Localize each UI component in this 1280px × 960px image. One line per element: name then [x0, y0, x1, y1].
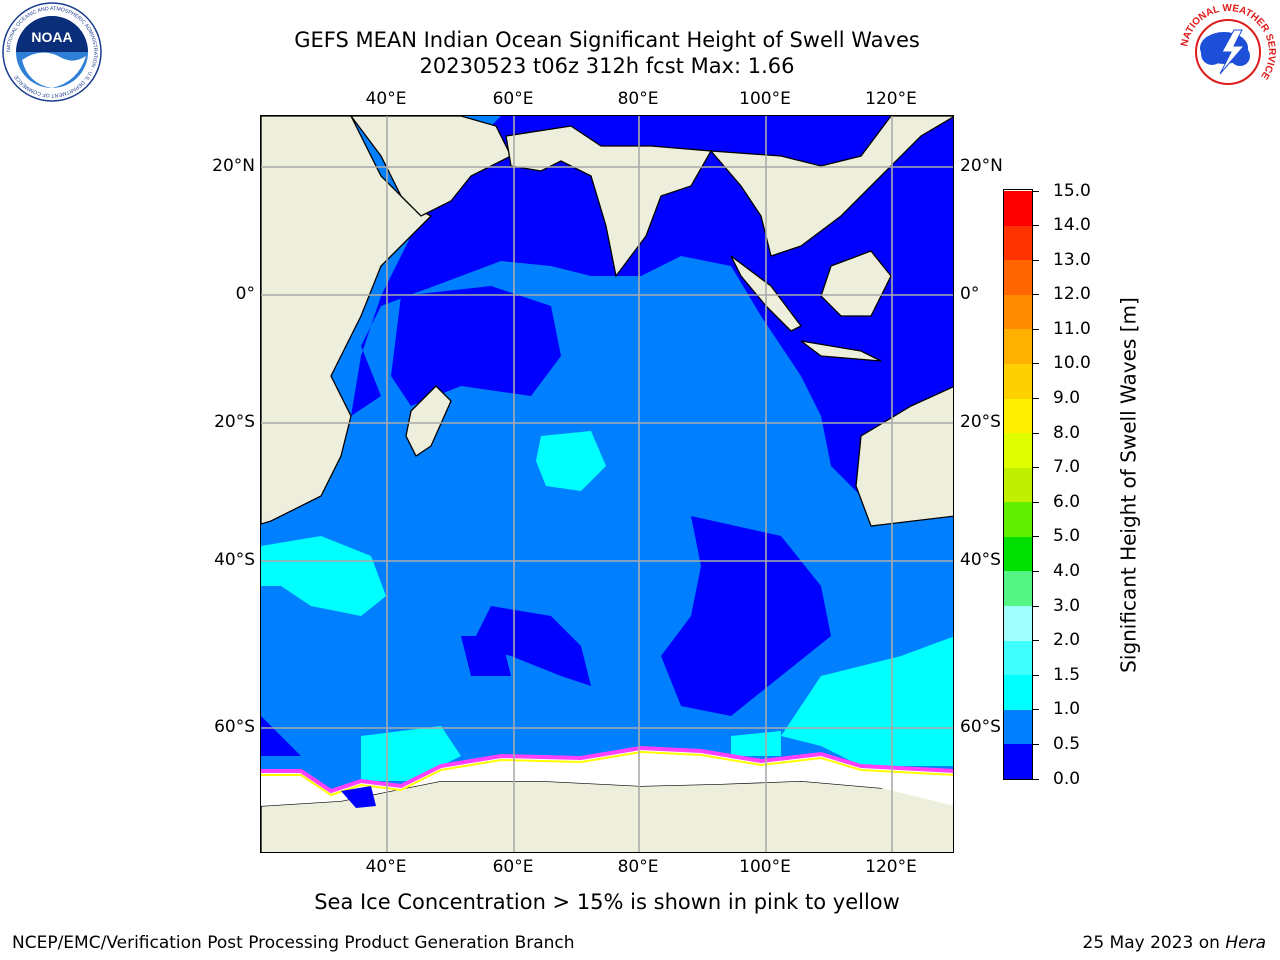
lat-label-left-40s: 40°S: [214, 550, 255, 570]
colorbar-tick-mark: [1033, 709, 1039, 711]
lon-label-bottom-60e: 60°E: [492, 857, 534, 877]
colorbar-tick-label: 1.5: [1053, 664, 1081, 685]
colorbar-tick-label: 8.0: [1053, 422, 1081, 443]
chart-subtitle: 20230523 t06z 312h fcst Max: 1.66: [419, 54, 795, 78]
lat-label-left-20s: 20°S: [214, 412, 255, 432]
colorbar-segment: [1004, 501, 1032, 537]
colorbar-tick-label: 15.0: [1053, 180, 1091, 201]
colorbar-tick-label: 2.0: [1053, 630, 1081, 651]
colorbar-segment: [1004, 294, 1032, 330]
colorbar-tick-label: 3.0: [1053, 595, 1081, 616]
colorbar-tick-mark: [1033, 778, 1039, 780]
lon-label-top-120e: 120°E: [865, 89, 917, 109]
colorbar-segment: [1004, 743, 1032, 779]
colorbar-segment: [1004, 328, 1032, 364]
colorbar-tick-label: 4.0: [1053, 560, 1081, 581]
lat-label-right-20s: 20°S: [960, 412, 1001, 432]
colorbar-segment: [1004, 640, 1032, 676]
colorbar-tick-label: 13.0: [1053, 249, 1091, 270]
colorbar-tick-label: 9.0: [1053, 388, 1081, 409]
colorbar-tick-mark: [1033, 225, 1039, 227]
colorbar: [1003, 189, 1033, 780]
colorbar-tick-label: 5.0: [1053, 526, 1081, 547]
colorbar-tick-label: 10.0: [1053, 353, 1091, 374]
colorbar-segment: [1004, 536, 1032, 572]
graticule: [261, 116, 953, 852]
lat-label-left-0: 0°: [235, 284, 255, 304]
colorbar-tick-mark: [1033, 570, 1039, 572]
colorbar-tick-mark: [1033, 536, 1039, 538]
map-panel: [260, 115, 954, 853]
lon-label-bottom-40e: 40°E: [365, 857, 407, 877]
date-text: 25 May 2023 on Hera: [1083, 933, 1267, 953]
lon-label-top-40e: 40°E: [365, 89, 407, 109]
colorbar-tick-label: 6.0: [1053, 491, 1081, 512]
colorbar-tick-mark: [1033, 605, 1039, 607]
lat-label-right-20n: 20°N: [960, 156, 1003, 176]
lat-label-left-20n: 20°N: [212, 156, 255, 176]
nws-logo: NATIONAL WEATHER SERVICE: [1178, 2, 1278, 102]
colorbar-tick-mark: [1033, 328, 1039, 330]
date-value: 25 May 2023 on: [1082, 933, 1220, 953]
colorbar-tick-label: 11.0: [1053, 318, 1091, 339]
colorbar-segment: [1004, 467, 1032, 503]
lat-label-left-60s: 60°S: [214, 717, 255, 737]
lat-label-right-60s: 60°S: [960, 717, 1001, 737]
lon-label-top-100e: 100°E: [739, 89, 791, 109]
colorbar-tick-mark: [1033, 259, 1039, 261]
colorbar-segment: [1004, 605, 1032, 641]
credit-text: NCEP/EMC/Verification Post Processing Pr…: [12, 933, 575, 953]
colorbar-title: Significant Height of Swell Waves [m]: [1116, 297, 1141, 673]
colorbar-tick-label: 14.0: [1053, 215, 1091, 236]
lon-label-top-60e: 60°E: [492, 89, 534, 109]
colorbar-tick-mark: [1033, 501, 1039, 503]
colorbar-segment: [1004, 674, 1032, 710]
noaa-logo-text: NOAA: [31, 29, 72, 45]
lat-label-right-0: 0°: [960, 284, 980, 304]
colorbar-tick-mark: [1033, 432, 1039, 434]
colorbar-tick-label: 0.0: [1053, 768, 1081, 789]
colorbar-tick-mark: [1033, 190, 1039, 192]
colorbar-segment: [1004, 709, 1032, 745]
colorbar-segment: [1004, 225, 1032, 261]
colorbar-segment: [1004, 363, 1032, 399]
colorbar-tick-mark: [1033, 398, 1039, 400]
lon-label-bottom-120e: 120°E: [865, 857, 917, 877]
colorbar-segment: [1004, 432, 1032, 468]
lon-label-bottom-100e: 100°E: [739, 857, 791, 877]
sea-ice-edge-pink: [261, 745, 953, 794]
lon-label-top-80e: 80°E: [617, 89, 659, 109]
colorbar-segment: [1004, 398, 1032, 434]
noaa-logo: NOAA NATIONAL OCEANIC AND ATMOSPHERIC AD…: [2, 2, 102, 102]
host-name: Hera: [1225, 933, 1266, 953]
colorbar-tick-mark: [1033, 640, 1039, 642]
colorbar-tick-mark: [1033, 467, 1039, 469]
chart-title: GEFS MEAN Indian Ocean Significant Heigh…: [294, 28, 920, 52]
colorbar-tick-mark: [1033, 294, 1039, 296]
colorbar-tick-mark: [1033, 743, 1039, 745]
map-canvas: [261, 116, 953, 852]
colorbar-tick-mark: [1033, 363, 1039, 365]
colorbar-tick-label: 0.5: [1053, 733, 1081, 754]
ice-pocket: [341, 786, 376, 808]
colorbar-tick-mark: [1033, 674, 1039, 676]
colorbar-segment: [1004, 570, 1032, 607]
colorbar-segment: [1004, 190, 1032, 226]
colorbar-tick-label: 12.0: [1053, 284, 1091, 305]
colorbar-tick-label: 1.0: [1053, 699, 1081, 720]
colorbar-segment: [1004, 259, 1032, 295]
colorbar-tick-label: 7.0: [1053, 457, 1081, 478]
lat-label-right-40s: 40°S: [960, 550, 1001, 570]
land-masses: [261, 116, 953, 852]
sea-ice-edge-yellow: [261, 750, 953, 797]
sea-ice-footnote: Sea Ice Concentration > 15% is shown in …: [314, 890, 900, 914]
lon-label-bottom-80e: 80°E: [617, 857, 659, 877]
